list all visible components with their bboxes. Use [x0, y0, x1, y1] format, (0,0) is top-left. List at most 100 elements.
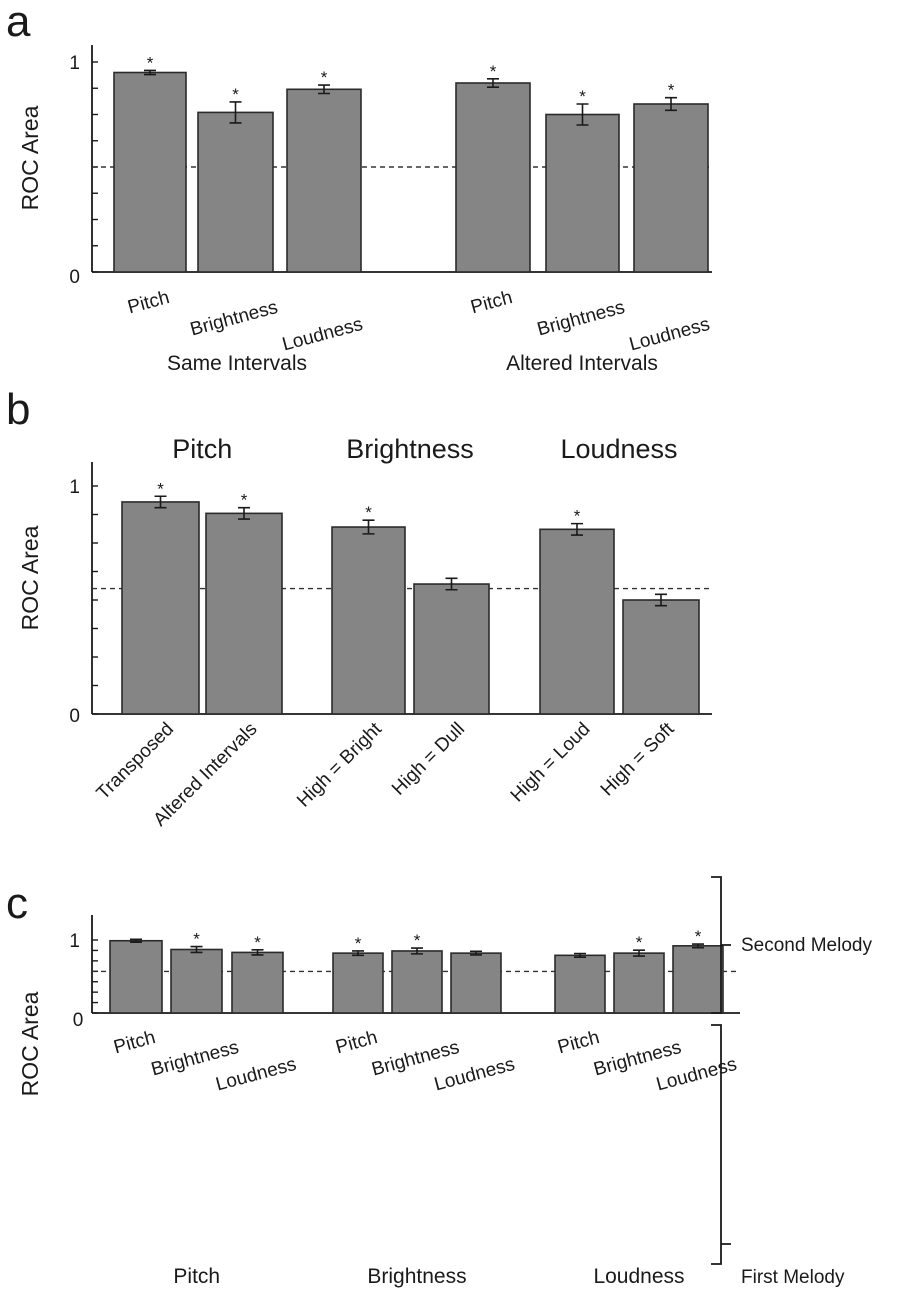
- category-label: High = Bright: [293, 718, 386, 811]
- bar: [109, 939, 163, 1014]
- y-tick-label: 1: [69, 53, 80, 74]
- category-label: Pitch: [555, 1027, 601, 1058]
- significance-star: *: [241, 491, 248, 510]
- significance-star: *: [193, 930, 200, 949]
- error-bar: [692, 943, 704, 949]
- category-label: Loudness: [280, 314, 365, 356]
- error-bar: [665, 96, 677, 112]
- y-tick-label: 0: [69, 706, 80, 727]
- significance-star: *: [254, 933, 261, 952]
- bar: [286, 88, 362, 273]
- first-melody-label: First Melody: [741, 1267, 845, 1288]
- error-bar: [633, 949, 645, 957]
- panel-c-legend: Second Melody First Melody: [711, 876, 872, 1288]
- group-label: Pitch: [173, 1265, 220, 1288]
- panel-c-y-axis-title: ROC Area: [17, 991, 43, 1096]
- category-label: High = Dull: [388, 719, 469, 800]
- category-label: Transposed: [93, 719, 178, 804]
- error-bar: [352, 950, 364, 957]
- bar: [672, 945, 724, 1014]
- category-label: Brightness: [535, 297, 627, 341]
- bar: [450, 952, 502, 1014]
- significance-star: *: [579, 87, 586, 106]
- category-label: Brightness: [188, 297, 280, 341]
- y-tick-label: 1: [69, 931, 80, 952]
- bar: [613, 952, 665, 1014]
- category-label: High = Soft: [597, 718, 679, 800]
- error-bar: [574, 952, 586, 958]
- bar: [539, 528, 615, 715]
- panel-a-y-axis-title: ROC Area: [17, 105, 43, 210]
- panel-c-letter: c: [6, 879, 28, 928]
- panel-c-bars: * * * * * *: [109, 927, 724, 1014]
- category-label: Pitch: [333, 1027, 379, 1058]
- category-label: Loudness: [627, 314, 712, 356]
- error-bar: [318, 84, 330, 95]
- category-label: Pitch: [125, 287, 171, 318]
- bar: [332, 952, 384, 1014]
- y-tick-label: 1: [69, 477, 80, 498]
- panel-a-bars: * * * * * *: [113, 53, 709, 273]
- header-group-label: Brightness: [346, 434, 474, 464]
- category-label: High = Loud: [507, 719, 595, 807]
- bar: [391, 950, 443, 1014]
- panel-c-labels: PitchBrightnessLoudnessPitchBrightnessLo…: [111, 1027, 739, 1288]
- error-bar: [190, 945, 203, 954]
- significance-star: *: [490, 62, 497, 81]
- first-melody-brace: [711, 1024, 731, 1265]
- significance-star: *: [157, 479, 164, 498]
- error-bar: [154, 495, 167, 509]
- bar: [633, 103, 709, 273]
- error-bar: [571, 522, 583, 536]
- bar: [331, 526, 406, 715]
- panel-a-letter: a: [6, 0, 31, 46]
- bar: [554, 954, 606, 1014]
- y-tick-label: 0: [73, 1010, 84, 1031]
- significance-star: *: [355, 934, 362, 953]
- significance-star: *: [668, 81, 675, 100]
- error-bar: [238, 506, 250, 520]
- significance-star: *: [147, 53, 154, 72]
- error-bar: [411, 947, 423, 955]
- error-bar: [445, 577, 458, 591]
- group-label: Brightness: [367, 1265, 466, 1288]
- significance-star: *: [574, 507, 581, 526]
- significance-star: *: [695, 927, 702, 946]
- panel-b-bars: * * * *: [121, 479, 700, 715]
- bar: [231, 951, 284, 1014]
- bar: [197, 111, 274, 273]
- bar: [205, 512, 283, 715]
- error-bar: [576, 103, 589, 126]
- second-melody-label: Second Melody: [741, 935, 872, 956]
- bar: [413, 583, 490, 715]
- category-label: Pitch: [111, 1027, 157, 1058]
- group-label: Loudness: [593, 1265, 684, 1288]
- bar: [455, 82, 531, 273]
- bar: [545, 113, 620, 273]
- panel-b-y-axis-title: ROC Area: [17, 525, 43, 630]
- significance-star: *: [365, 503, 372, 522]
- error-bar: [362, 519, 375, 535]
- error-bar: [229, 101, 242, 124]
- group-label: Altered Intervals: [506, 352, 658, 375]
- group-label: Same Intervals: [167, 352, 307, 375]
- significance-star: *: [321, 68, 328, 87]
- bar: [170, 948, 223, 1014]
- error-bar: [251, 949, 264, 956]
- header-group-label: Loudness: [560, 434, 677, 464]
- panel-a: a ROC Area 01 *** ** * Pitch Brightness Loud…: [6, 0, 712, 375]
- error-bar: [130, 938, 142, 943]
- significance-star: *: [414, 931, 421, 950]
- panel-c: c ROC Area 0 1 * * * * * * Pitch Brightness Loud…: [6, 876, 872, 1288]
- second-melody-brace: [711, 876, 731, 1014]
- significance-star: *: [636, 933, 643, 952]
- significance-star: *: [232, 85, 239, 104]
- error-bar: [470, 950, 482, 956]
- bar: [113, 71, 187, 273]
- error-bar: [487, 78, 499, 88]
- header-group-label: Pitch: [172, 434, 232, 464]
- y-tick-label: 0: [69, 267, 80, 288]
